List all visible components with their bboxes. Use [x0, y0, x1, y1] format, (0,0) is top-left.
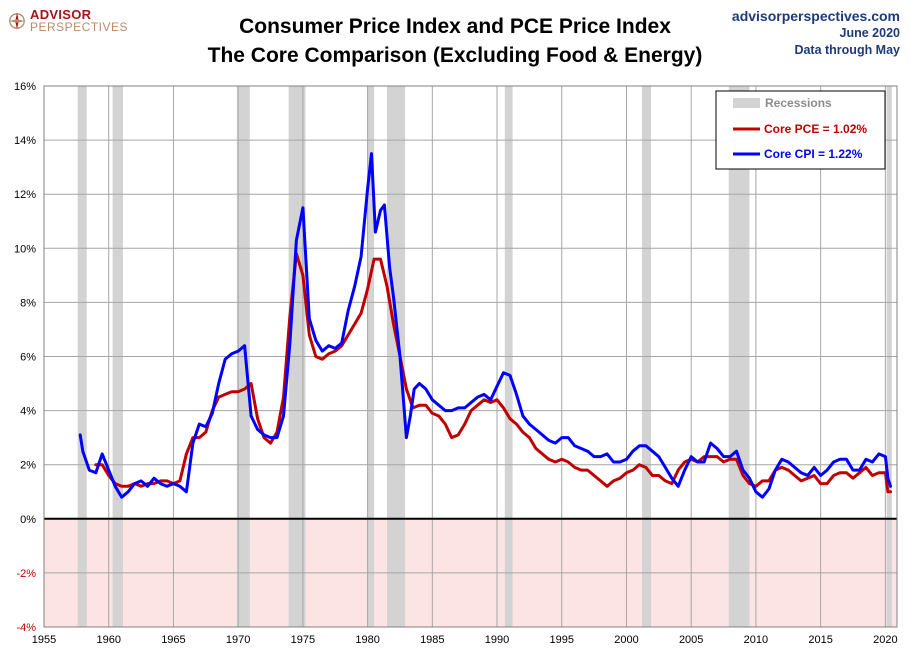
y-tick-label: 0%	[20, 514, 36, 526]
x-tick-label: 1985	[420, 634, 444, 646]
x-tick-label: 2020	[873, 634, 897, 646]
source-data-note: Data through May	[794, 43, 900, 57]
series-core-cpi-line	[78, 152, 892, 499]
y-tick-label: 14%	[14, 135, 36, 147]
x-tick-label: 1990	[485, 634, 509, 646]
y-tick-label: 8%	[20, 297, 36, 309]
y-tick-label: 6%	[20, 352, 36, 364]
x-tick-label: 1980	[355, 634, 379, 646]
source-site: advisorperspectives.com	[731, 8, 900, 24]
chart-title: Consumer Price Index and PCE Price Index	[239, 15, 671, 38]
y-tick-label: 10%	[14, 243, 36, 255]
series-layer	[78, 152, 892, 499]
x-tick-label: 2010	[744, 634, 768, 646]
logo-bottom-text: PERSPECTIVES	[30, 20, 129, 34]
x-tick-label: 1970	[226, 634, 250, 646]
y-tick-label: -2%	[16, 568, 36, 580]
source-block: advisorperspectives.com June 2020 Data t…	[732, 8, 900, 59]
x-tick-label: 1995	[550, 634, 574, 646]
y-tick-label: 2%	[20, 460, 36, 472]
x-tick-label: 1965	[161, 634, 185, 646]
x-tick-label: 2005	[679, 634, 703, 646]
compass-icon	[8, 12, 26, 30]
legend-cpi-label: Core CPI = 1.22%	[764, 147, 863, 161]
x-tick-label: 2015	[808, 634, 832, 646]
plot-frame	[43, 85, 898, 628]
y-tick-label: 16%	[14, 81, 36, 93]
x-tick-label: 1955	[32, 634, 56, 646]
logo-top-text: ADVISOR	[30, 7, 92, 22]
legend: Recessions Core PCE = 1.02% Core CPI = 1…	[715, 90, 886, 170]
x-tick-label: 1975	[291, 634, 315, 646]
legend-pce-label: Core PCE = 1.02%	[764, 122, 867, 136]
series-core-pce-line	[94, 252, 892, 494]
brand-logo: ADVISOR PERSPECTIVES	[8, 8, 128, 34]
legend-recession-swatch	[733, 98, 760, 108]
legend-recessions-label: Recessions	[765, 96, 832, 110]
y-tick-label: 4%	[20, 406, 36, 418]
y-tick-label: 12%	[14, 189, 36, 201]
y-axis-tick-labels: -4% -2% 0% 2% 4% 6% 8% 10% 12% 14% 16%	[14, 81, 36, 634]
y-tick-label: -4%	[16, 622, 36, 634]
x-tick-label: 1960	[96, 634, 120, 646]
x-tick-label: 2000	[614, 634, 638, 646]
source-date: June 2020	[839, 26, 900, 40]
x-axis-tick-labels: 1955 1960 1965 1970 1975 1980 1985 1990 1995 2000…	[32, 634, 898, 646]
chart-subtitle: The Core Comparison (Excluding Food & En…	[207, 44, 703, 67]
